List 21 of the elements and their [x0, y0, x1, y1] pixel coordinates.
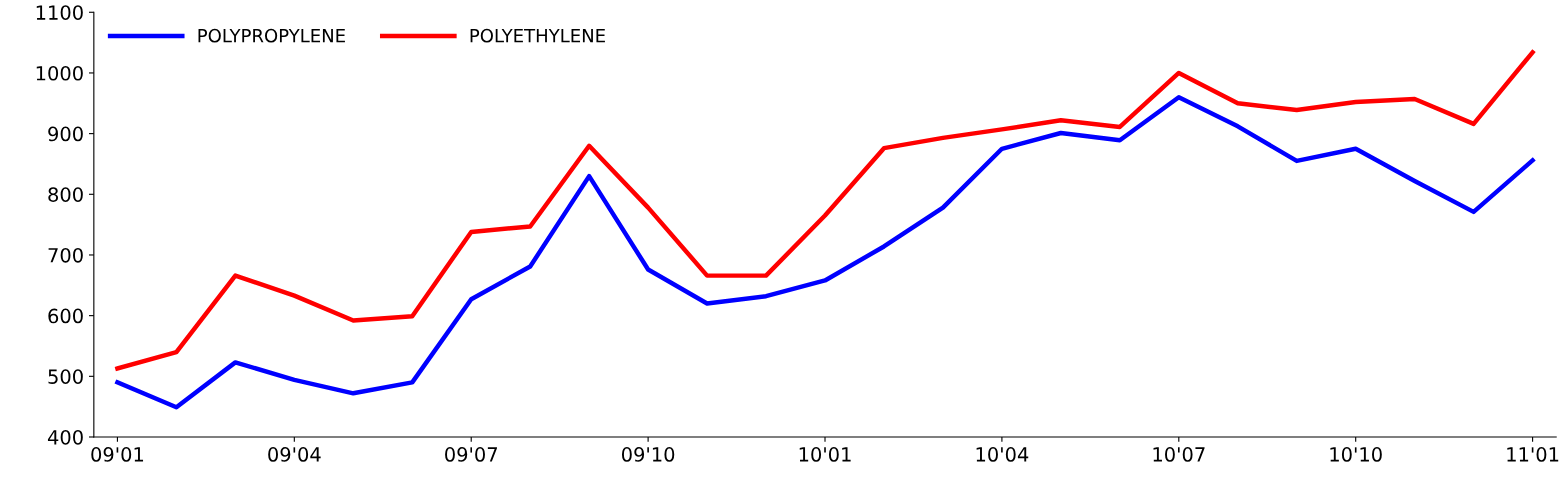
legend-label: POLYPROPYLENE — [198, 28, 345, 43]
x-tick-label: 10'07 — [1153, 447, 1205, 462]
y-tick-label: 900 — [48, 126, 83, 142]
y-tick-label: 1000 — [36, 65, 83, 81]
legend-label: POLYETHYLENE — [470, 28, 605, 43]
line-series — [115, 50, 1535, 371]
y-tick-label: 1100 — [36, 5, 83, 20]
y-tick-label: 400 — [47, 429, 83, 445]
x-tick-label: 09'04 — [268, 447, 321, 462]
x-tick-label: 10'04 — [976, 447, 1029, 462]
x-tick-label: 09'07 — [445, 447, 497, 462]
y-tick-label: 600 — [48, 308, 83, 324]
line-series — [115, 95, 1535, 410]
x-tick-label: 11'01 — [1507, 447, 1559, 462]
x-tick-label: 09'01 — [91, 447, 144, 462]
y-tick-label: 700 — [48, 247, 83, 263]
y-tick-label: 800 — [48, 187, 83, 202]
y-tick-label: 500 — [48, 369, 83, 384]
x-tick-label: 10'10 — [1330, 447, 1382, 462]
x-tick-label: 10'01 — [799, 447, 851, 462]
x-tick-label: 09'10 — [621, 447, 675, 462]
